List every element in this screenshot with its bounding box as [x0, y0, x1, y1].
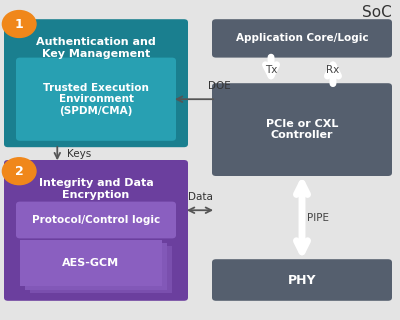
FancyBboxPatch shape [212, 259, 392, 301]
Text: 2: 2 [15, 165, 24, 178]
Text: SoC: SoC [362, 5, 392, 20]
FancyBboxPatch shape [212, 19, 392, 58]
Text: Application Core/Logic: Application Core/Logic [236, 33, 368, 44]
Text: Keys: Keys [67, 148, 92, 159]
Text: Protocol/Control logic: Protocol/Control logic [32, 215, 160, 225]
Text: PIPE: PIPE [307, 212, 329, 223]
Text: Tx: Tx [265, 65, 277, 76]
Text: AES-GCM: AES-GCM [62, 258, 120, 268]
Text: DOE: DOE [208, 81, 231, 91]
Text: PCIe or CXL
Controller: PCIe or CXL Controller [266, 119, 338, 140]
Text: Authentication and
Key Management: Authentication and Key Management [36, 37, 156, 59]
FancyBboxPatch shape [4, 19, 188, 147]
Bar [30, 246, 172, 293]
Circle shape [2, 158, 36, 185]
FancyBboxPatch shape [16, 58, 176, 141]
FancyBboxPatch shape [212, 83, 392, 176]
Bar [20, 240, 162, 286]
Text: Rx: Rx [326, 65, 340, 76]
Circle shape [2, 11, 36, 37]
Text: Data: Data [188, 192, 212, 202]
Text: PHY: PHY [288, 274, 316, 286]
Text: Integrity and Data
Encryption: Integrity and Data Encryption [39, 178, 153, 200]
FancyBboxPatch shape [16, 202, 176, 238]
Text: Trusted Execution
Environment
(SPDM/CMA): Trusted Execution Environment (SPDM/CMA) [43, 83, 149, 116]
Text: 1: 1 [15, 18, 24, 30]
Bar [25, 243, 167, 290]
FancyBboxPatch shape [4, 160, 188, 301]
